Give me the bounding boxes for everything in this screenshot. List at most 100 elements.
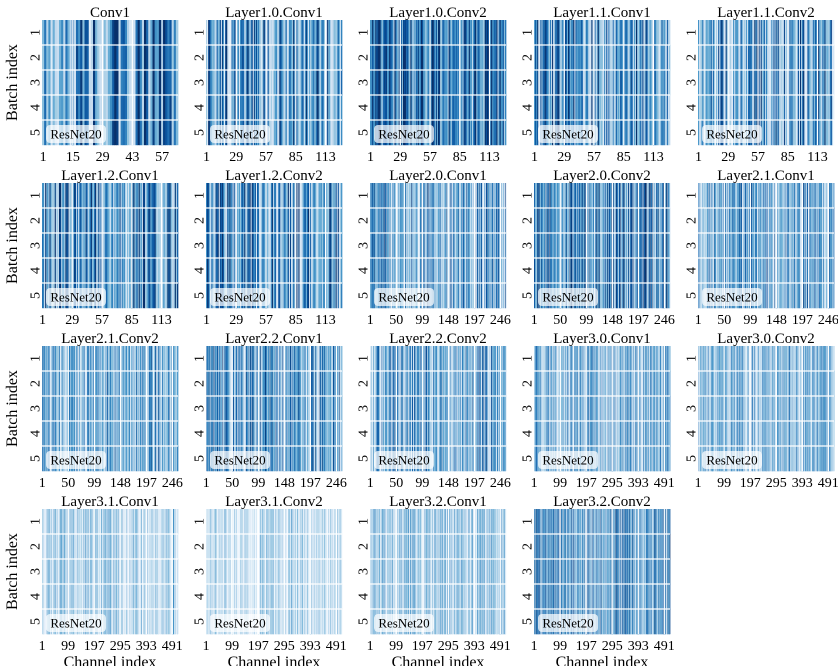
heatmap-cell	[112, 95, 114, 120]
x-tick-label: 29	[65, 313, 79, 328]
heatmap-cell	[51, 95, 53, 120]
heatmap-cell	[91, 20, 93, 45]
heatmap-cell	[165, 120, 167, 145]
heatmap-cell	[505, 45, 506, 70]
heatmap-cell	[172, 20, 174, 45]
heatmap-cell	[157, 70, 159, 95]
heatmap-cell	[833, 45, 834, 70]
heatmap-cell	[341, 20, 342, 45]
x-tick-label: 1	[531, 150, 538, 165]
heatmap-cell	[174, 70, 176, 95]
heatmap-cell	[140, 20, 142, 45]
heatmap-cell	[95, 70, 97, 95]
y-tick-label: 2	[193, 217, 208, 224]
heatmap-cell	[125, 20, 127, 45]
heatmap-cell	[177, 233, 178, 258]
x-tick-label: 43	[125, 150, 139, 165]
heatmap-cell	[76, 70, 78, 95]
heatmap-cell	[116, 120, 118, 145]
panel-title: Layer1.2.Conv1	[61, 168, 158, 184]
heatmap-cell	[138, 20, 140, 45]
heatmap-cell	[127, 45, 129, 70]
heatmap-cell	[80, 45, 82, 70]
heatmap-cell	[165, 45, 167, 70]
heatmap-cell	[55, 20, 57, 45]
heatmap-cell	[140, 120, 142, 145]
heatmap-cell	[48, 20, 50, 45]
heatmap-cell	[153, 120, 155, 145]
y-tick-label: 5	[685, 129, 700, 136]
heatmap-cell	[144, 95, 146, 120]
heatmap-cell	[121, 45, 123, 70]
heatmap-cell	[165, 70, 167, 95]
x-tick-label: 85	[617, 150, 631, 165]
heatmap-cell	[142, 20, 144, 45]
x-tick-label: 29	[557, 150, 571, 165]
panel-title: Layer2.0.Conv1	[389, 168, 486, 184]
heatmap-panel: Layer1.2.Conv11 29 57 85 11312345 ResNet20Bat…	[4, 168, 178, 328]
heatmap-cell	[114, 45, 116, 70]
heatmap-cell	[146, 20, 148, 45]
heatmap-cell	[59, 45, 61, 70]
heatmap-cell	[146, 95, 148, 120]
heatmap-cell	[129, 120, 131, 145]
model-badge-label: ResNet20	[214, 290, 265, 305]
heatmap-cell	[55, 95, 57, 120]
y-tick-label: 4	[521, 104, 536, 111]
heatmap-cell	[121, 95, 123, 120]
heatmap-cell	[123, 120, 125, 145]
heatmap-cell	[70, 45, 72, 70]
heatmap-cell	[121, 120, 123, 145]
heatmap-cell	[153, 70, 155, 95]
x-tick-label: 57	[259, 313, 273, 328]
heatmap-cell	[127, 70, 129, 95]
heatmap-panel: Layer1.1.Conv11 29 57 85 11312345 ResNet20	[521, 5, 671, 165]
heatmap-cell	[170, 95, 172, 120]
heatmap-cell	[87, 70, 89, 95]
x-tick-label: 85	[289, 150, 303, 165]
x-tick-label: 85	[125, 313, 139, 328]
model-badge-label: ResNet20	[214, 127, 265, 142]
heatmap-cell	[341, 283, 342, 308]
heatmap-cell	[669, 45, 670, 70]
heatmap-cell	[505, 95, 506, 120]
heatmap-cell	[176, 70, 178, 95]
heatmap-cell	[177, 258, 178, 283]
heatmap-cell	[129, 70, 131, 95]
x-tick-label: 29	[96, 150, 110, 165]
y-axis-label: Batch index	[4, 207, 21, 284]
heatmap-cell	[155, 20, 157, 45]
heatmap-cell	[140, 70, 142, 95]
heatmap-cell	[148, 120, 150, 145]
heatmap-cell	[163, 95, 165, 120]
heatmap-cell	[174, 120, 176, 145]
heatmap-cell	[669, 95, 670, 120]
heatmap-cell	[177, 183, 178, 208]
heatmap-cell	[97, 45, 99, 70]
heatmap-cell	[82, 20, 84, 45]
heatmap-cell	[144, 45, 146, 70]
heatmap-cell	[93, 20, 95, 45]
x-tick-label: 85	[781, 150, 795, 165]
heatmap-cell	[138, 70, 140, 95]
y-tick-label: 2	[193, 54, 208, 61]
x-tick-label: 85	[453, 150, 467, 165]
heatmap-cell	[112, 70, 114, 95]
heatmap-cell	[159, 70, 161, 95]
heatmap-cell	[165, 20, 167, 45]
heatmap-cell	[78, 70, 80, 95]
heatmap-cell	[99, 20, 101, 45]
heatmap-panel: Layer1.2.Conv21 29 57 85 11312345 ResNet20	[193, 168, 343, 328]
heatmap-cell	[74, 70, 76, 95]
heatmap-cell	[177, 283, 178, 308]
heatmap-cell	[61, 70, 63, 95]
heatmap-cell	[78, 45, 80, 70]
heatmap-cell	[133, 70, 135, 95]
heatmap-cell	[129, 20, 131, 45]
heatmap-cell	[93, 95, 95, 120]
heatmap-cell	[146, 120, 148, 145]
heatmap-cell	[150, 20, 152, 45]
heatmap-cell	[133, 20, 135, 45]
heatmap-cell	[157, 45, 159, 70]
